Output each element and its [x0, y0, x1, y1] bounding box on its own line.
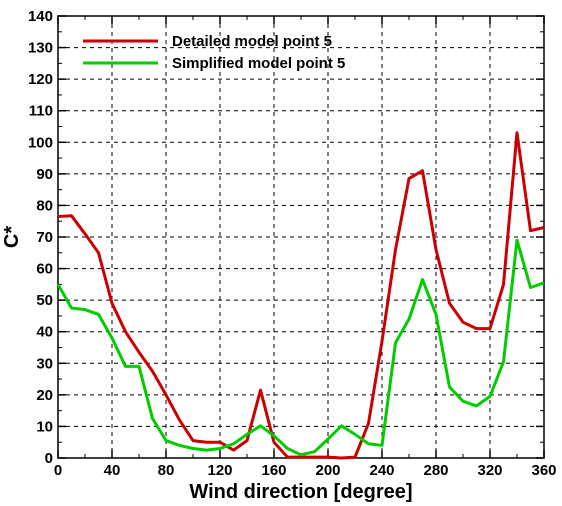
y-tick-label: 80 [36, 197, 53, 214]
x-tick-label: 0 [54, 462, 62, 479]
x-tick-label: 280 [423, 462, 448, 479]
y-tick-label: 100 [28, 134, 53, 151]
x-tick-label: 200 [315, 462, 340, 479]
x-tick-label: 80 [158, 462, 175, 479]
y-tick-label: 60 [36, 261, 53, 278]
y-tick-label: 120 [28, 71, 53, 88]
y-tick-label: 110 [29, 103, 53, 120]
y-tick-label: 30 [36, 355, 53, 372]
series-group [56, 131, 545, 460]
y-tick-label: 10 [36, 418, 53, 435]
x-tick-label: 40 [104, 462, 121, 479]
legend-label-2: Simplified model point 5 [172, 55, 345, 72]
x-tick-label: 320 [477, 462, 502, 479]
series-line-2 [56, 238, 545, 457]
y-tick-label: 20 [36, 387, 53, 404]
x-tick-label: 240 [369, 462, 394, 479]
legend-label-1: Detailed model point 5 [172, 33, 332, 50]
y-tick-label: 140 [28, 8, 53, 25]
y-tick-label: 130 [28, 40, 53, 57]
axis-ticks: 0 40 80 120 160 200 240 280 320 360 0 10 20 30 40 50 60 7… [28, 8, 557, 479]
series-line-1 [57, 131, 545, 460]
y-tick-label: 0 [45, 450, 53, 467]
y-tick-label: 50 [36, 292, 53, 309]
y-tick-label: 70 [36, 229, 53, 246]
y-axis-title: C* [1, 226, 23, 248]
legend: Detailed model point 5 Simplified model p… [83, 33, 345, 72]
y-tick-label: 40 [36, 324, 53, 341]
x-tick-label: 360 [531, 462, 556, 479]
y-tick-label: 90 [36, 166, 53, 183]
x-tick-label: 120 [207, 462, 232, 479]
x-axis-title: Wind direction [degree] [189, 481, 412, 503]
x-tick-label: 160 [261, 462, 286, 479]
grid-lines [57, 15, 545, 459]
